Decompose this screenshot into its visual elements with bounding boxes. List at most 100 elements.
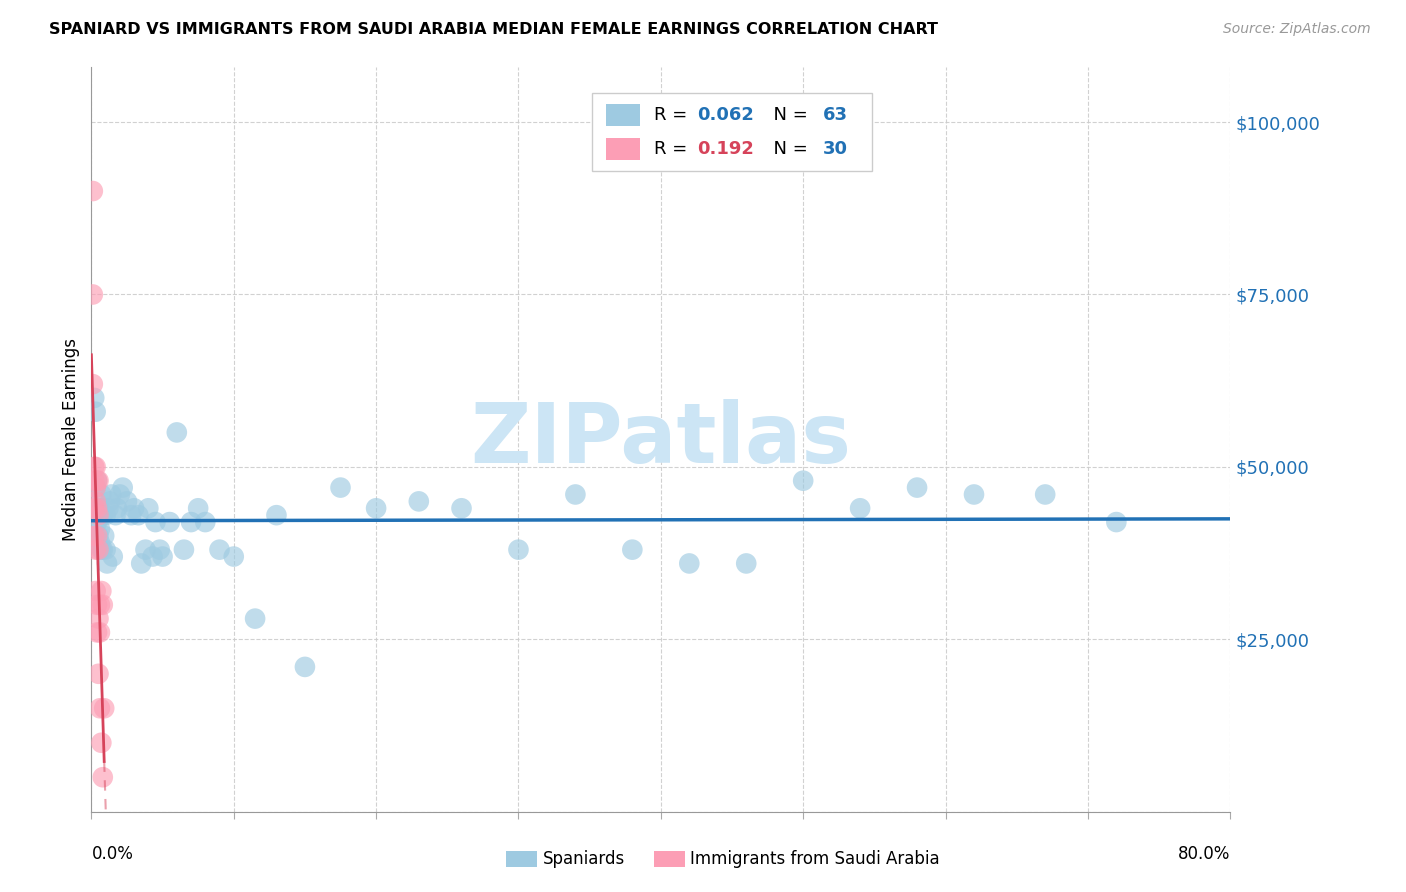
Point	[86, 515, 108, 529]
Point	[90, 542, 112, 557]
Point	[1105, 515, 1128, 529]
Point	[108, 487, 131, 501]
Point	[87, 529, 110, 543]
Point	[173, 542, 195, 557]
Text: R =: R =	[654, 106, 693, 124]
Point	[82, 287, 104, 301]
Point	[127, 508, 149, 523]
Text: Immigrants from Saudi Arabia: Immigrants from Saudi Arabia	[690, 850, 941, 868]
Point	[194, 515, 217, 529]
Point	[94, 542, 117, 557]
Point	[98, 494, 121, 508]
Point	[83, 474, 105, 488]
Point	[187, 501, 209, 516]
Point	[83, 391, 105, 405]
Point	[89, 535, 111, 549]
Point	[87, 666, 110, 681]
Point	[105, 501, 128, 516]
Point	[90, 487, 112, 501]
Point	[122, 501, 145, 516]
Point	[90, 736, 112, 750]
Point	[86, 625, 108, 640]
Point	[84, 481, 107, 495]
Point	[84, 494, 107, 508]
Point	[96, 557, 118, 571]
Point	[89, 625, 111, 640]
Point	[152, 549, 174, 564]
Point	[115, 494, 138, 508]
Point	[91, 598, 114, 612]
Point	[222, 549, 245, 564]
Point	[86, 474, 108, 488]
Point	[905, 481, 928, 495]
Point	[86, 529, 108, 543]
Point	[87, 542, 110, 557]
Point	[101, 549, 124, 564]
Bar	[606, 104, 640, 127]
Point	[94, 508, 117, 523]
Point	[111, 481, 134, 495]
Point	[84, 481, 107, 495]
Point	[180, 515, 202, 529]
Y-axis label: Median Female Earnings: Median Female Earnings	[62, 338, 80, 541]
Point	[89, 701, 111, 715]
Point	[83, 459, 105, 474]
Text: Spaniards: Spaniards	[543, 850, 624, 868]
Point	[450, 501, 472, 516]
Bar	[606, 137, 640, 160]
Point	[678, 557, 700, 571]
Point	[100, 487, 122, 501]
Point	[91, 770, 114, 784]
Point	[93, 701, 115, 715]
Text: 80.0%: 80.0%	[1178, 846, 1230, 863]
Point	[792, 474, 814, 488]
Point	[166, 425, 188, 440]
Point	[142, 549, 165, 564]
Point	[89, 501, 111, 516]
Point	[138, 501, 160, 516]
Point	[329, 481, 352, 495]
Text: Source: ZipAtlas.com: Source: ZipAtlas.com	[1223, 22, 1371, 37]
Point	[134, 542, 156, 557]
Point	[84, 542, 107, 557]
Text: 0.192: 0.192	[697, 140, 754, 158]
Text: N =: N =	[762, 140, 814, 158]
Point	[1033, 487, 1056, 501]
Text: N =: N =	[762, 106, 814, 124]
Point	[266, 508, 288, 523]
Point	[408, 494, 430, 508]
Point	[82, 377, 104, 392]
Point	[129, 557, 152, 571]
Point	[91, 542, 114, 557]
Point	[849, 501, 872, 516]
Point	[90, 584, 112, 599]
Text: R =: R =	[654, 140, 693, 158]
Point	[145, 515, 167, 529]
Point	[86, 501, 108, 516]
Point	[86, 598, 108, 612]
Point	[84, 405, 107, 419]
Point	[120, 508, 142, 523]
Point	[97, 501, 120, 516]
Point	[82, 184, 104, 198]
Point	[149, 542, 172, 557]
Point	[83, 529, 105, 543]
Point	[83, 501, 105, 516]
Point	[104, 508, 127, 523]
Point	[208, 542, 231, 557]
Point	[564, 487, 586, 501]
Point	[87, 508, 110, 523]
Point	[735, 557, 758, 571]
Point	[508, 542, 530, 557]
Point	[84, 459, 107, 474]
Text: 0.0%: 0.0%	[91, 846, 134, 863]
Point	[93, 529, 115, 543]
Point	[87, 474, 110, 488]
Point	[87, 612, 110, 626]
Point	[86, 474, 108, 488]
Point	[621, 542, 644, 557]
Point	[91, 508, 114, 523]
Text: 0.062: 0.062	[697, 106, 754, 124]
Point	[364, 501, 387, 516]
FancyBboxPatch shape	[592, 93, 872, 171]
